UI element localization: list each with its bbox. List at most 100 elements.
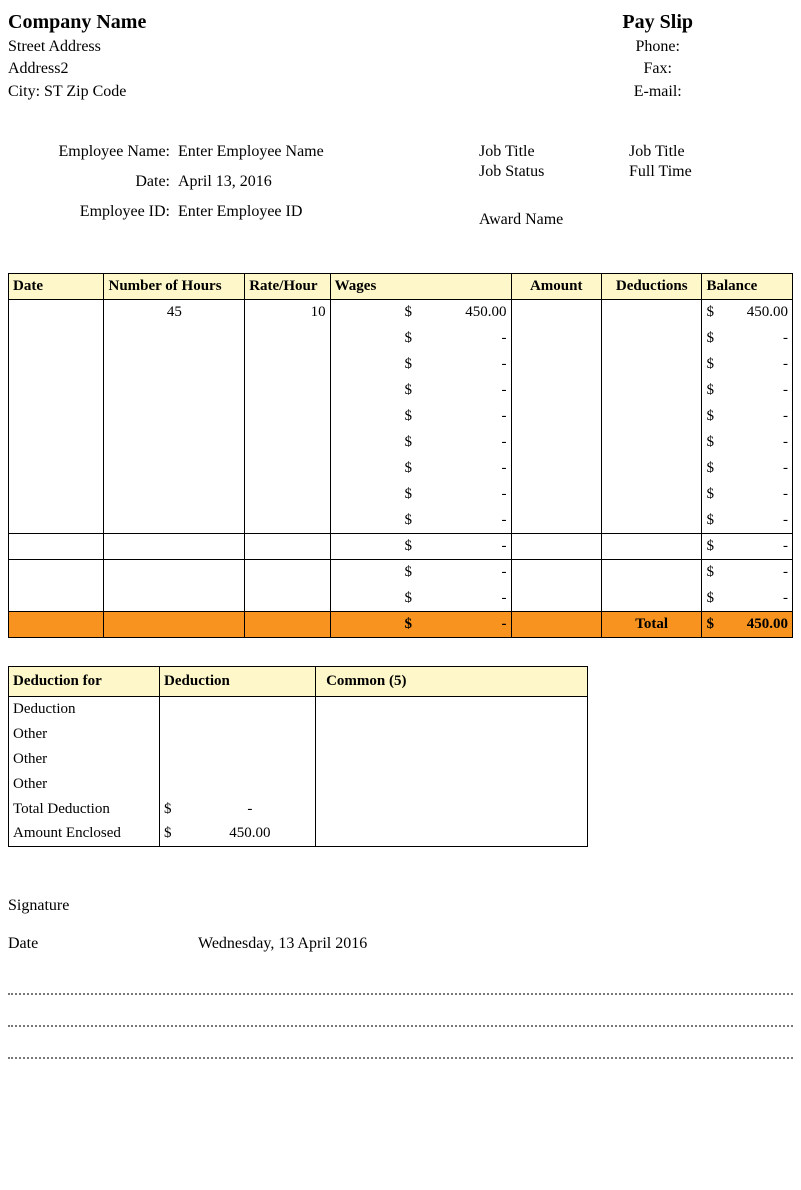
cell-wages-blank bbox=[330, 534, 400, 560]
cell-wages-blank bbox=[330, 326, 400, 352]
fax-label: Fax: bbox=[622, 58, 693, 80]
deduction-label: Other bbox=[9, 747, 160, 772]
deduction-symbol bbox=[160, 697, 185, 722]
cell-deductions bbox=[601, 430, 702, 456]
deduction-label: Deduction bbox=[9, 697, 160, 722]
cell-balance-symbol: $ bbox=[702, 300, 722, 326]
deduction-value bbox=[185, 747, 316, 772]
table-row: $-$- bbox=[9, 586, 793, 612]
cell-rate bbox=[245, 352, 330, 378]
employee-name-value: Enter Employee Name bbox=[178, 143, 479, 161]
cell-date bbox=[9, 586, 104, 612]
dotted-line bbox=[8, 1025, 793, 1027]
cell-deductions bbox=[601, 300, 702, 326]
table-row: $-$- bbox=[9, 560, 793, 586]
cell-balance-value: - bbox=[722, 482, 792, 508]
cell-rate bbox=[245, 586, 330, 612]
job-info: Job Title Job Title Job Status Full Time… bbox=[479, 143, 793, 233]
deduction-value bbox=[185, 697, 316, 722]
cell-balance-value: - bbox=[722, 456, 792, 482]
cell-date bbox=[9, 534, 104, 560]
cell-date bbox=[9, 508, 104, 534]
payslip-title: Pay Slip bbox=[622, 8, 693, 36]
cell-date bbox=[9, 612, 104, 638]
header-deductions: Deductions bbox=[601, 274, 702, 300]
cell-deductions bbox=[601, 508, 702, 534]
cell-balance-symbol: $ bbox=[702, 560, 722, 586]
company-street: Street Address bbox=[8, 36, 146, 58]
cell-hours bbox=[104, 456, 245, 482]
table-row: $-$- bbox=[9, 456, 793, 482]
cell-amount bbox=[511, 352, 601, 378]
cell-amount bbox=[511, 300, 601, 326]
deduction-label: Other bbox=[9, 772, 160, 797]
cell-deductions bbox=[601, 326, 702, 352]
table-row: Other bbox=[9, 772, 588, 797]
company-block: Company Name Street Address Address2 Cit… bbox=[8, 8, 146, 103]
cell-wages-symbol: $ bbox=[400, 404, 420, 430]
cell-hours bbox=[104, 534, 245, 560]
cell-amount bbox=[511, 430, 601, 456]
cell-balance-symbol: $ bbox=[702, 534, 722, 560]
deduction-value: 450.00 bbox=[185, 822, 316, 847]
cell-deductions bbox=[601, 352, 702, 378]
cell-balance-symbol: $ bbox=[702, 482, 722, 508]
employee-id-value: Enter Employee ID bbox=[178, 203, 479, 221]
employee-name-label: Employee Name: bbox=[8, 143, 178, 161]
cell-hours: 45 bbox=[104, 300, 245, 326]
wages-header-row: Date Number of Hours Rate/Hour Wages Amo… bbox=[9, 274, 793, 300]
deduction-label: Other bbox=[9, 722, 160, 747]
info-row: Employee Name: Enter Employee Name Date:… bbox=[8, 143, 793, 233]
employee-id-label: Employee ID: bbox=[8, 203, 178, 221]
deduction-symbol bbox=[160, 747, 185, 772]
cell-deductions bbox=[601, 534, 702, 560]
cell-hours bbox=[104, 612, 245, 638]
cell-balance-value: 450.00 bbox=[722, 300, 792, 326]
email-label: E-mail: bbox=[622, 81, 693, 103]
table-row: Other bbox=[9, 747, 588, 772]
cell-wages-value: - bbox=[421, 352, 511, 378]
cell-wages-symbol: $ bbox=[400, 300, 420, 326]
cell-hours bbox=[104, 586, 245, 612]
dotted-line bbox=[8, 993, 793, 995]
table-row: $-$- bbox=[9, 378, 793, 404]
total-label: Total bbox=[601, 612, 702, 638]
cell-deductions bbox=[601, 404, 702, 430]
cell-balance-symbol: $ bbox=[702, 456, 722, 482]
deduction-common bbox=[316, 722, 588, 747]
cell-balance-value: - bbox=[722, 560, 792, 586]
cell-wages-symbol: $ bbox=[400, 560, 420, 586]
cell-wages-value: - bbox=[421, 378, 511, 404]
cell-wages-symbol: $ bbox=[400, 352, 420, 378]
deduction-common bbox=[316, 772, 588, 797]
signature-date-label: Date bbox=[8, 935, 198, 953]
table-row: $-$- bbox=[9, 352, 793, 378]
cell-wages-blank bbox=[330, 404, 400, 430]
cell-amount bbox=[511, 326, 601, 352]
cell-wages-value: - bbox=[421, 482, 511, 508]
cell-balance-value: - bbox=[722, 534, 792, 560]
cell-wages-blank bbox=[330, 560, 400, 586]
cell-wages-value: - bbox=[421, 612, 511, 638]
cell-wages-blank bbox=[330, 352, 400, 378]
cell-balance-value: - bbox=[722, 404, 792, 430]
header-wages: Wages bbox=[330, 274, 511, 300]
cell-hours bbox=[104, 430, 245, 456]
cell-hours bbox=[104, 508, 245, 534]
signature-date-value: Wednesday, 13 April 2016 bbox=[198, 935, 793, 953]
company-city: City: ST Zip Code bbox=[8, 81, 146, 103]
cell-wages-value: - bbox=[421, 430, 511, 456]
deduction-symbol: $ bbox=[160, 797, 185, 822]
header: Company Name Street Address Address2 Cit… bbox=[8, 8, 793, 103]
cell-wages-blank bbox=[330, 508, 400, 534]
wages-table: Date Number of Hours Rate/Hour Wages Amo… bbox=[8, 273, 793, 638]
cell-wages-value: - bbox=[421, 534, 511, 560]
cell-deductions bbox=[601, 378, 702, 404]
dotted-line bbox=[8, 1057, 793, 1059]
cell-wages-value: - bbox=[421, 560, 511, 586]
cell-amount bbox=[511, 404, 601, 430]
table-row: 4510$450.00$450.00 bbox=[9, 300, 793, 326]
deduction-symbol: $ bbox=[160, 822, 185, 847]
cell-wages-value: - bbox=[421, 326, 511, 352]
cell-balance-value: - bbox=[722, 352, 792, 378]
